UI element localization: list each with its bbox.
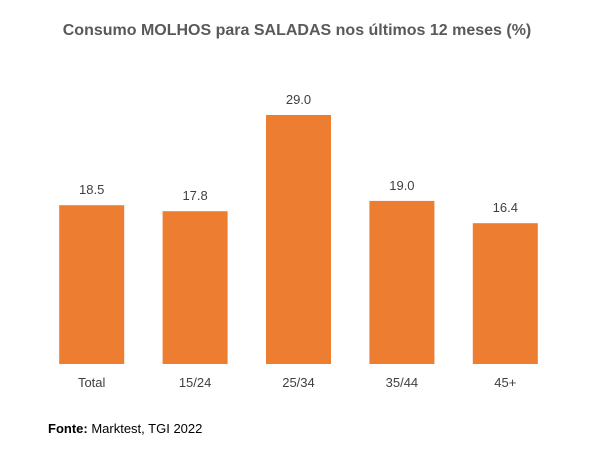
data-label-4: 16.4 bbox=[493, 200, 518, 215]
category-label-4: 45+ bbox=[494, 375, 516, 390]
category-label-0: Total bbox=[78, 375, 106, 390]
source-text: Marktest, TGI 2022 bbox=[87, 421, 203, 436]
data-label-1: 17.8 bbox=[182, 188, 207, 203]
chart-title: Consumo MOLHOS para SALADAS nos últimos … bbox=[62, 22, 532, 39]
data-label-3: 19.0 bbox=[389, 178, 414, 193]
bar-1 bbox=[162, 211, 228, 364]
bar-3 bbox=[369, 200, 435, 364]
category-label-3: 35/44 bbox=[386, 375, 419, 390]
bar-4 bbox=[472, 223, 538, 364]
data-label-0: 18.5 bbox=[79, 182, 104, 197]
bar-0 bbox=[59, 205, 125, 364]
data-label-2: 29.0 bbox=[286, 92, 311, 107]
category-label-1: 15/24 bbox=[179, 375, 212, 390]
source-note: Fonte: Marktest, TGI 2022 bbox=[48, 421, 202, 436]
bar-2 bbox=[266, 115, 331, 364]
source-label: Fonte: bbox=[48, 421, 88, 436]
category-label-2: 25/34 bbox=[282, 375, 315, 390]
